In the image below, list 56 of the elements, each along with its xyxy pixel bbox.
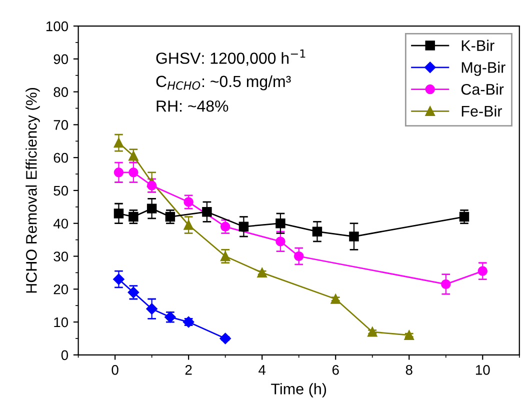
x-tick-label: 6 [332, 364, 339, 375]
x-tick-label: 0 [112, 364, 118, 375]
y-tick-label: 70 [54, 120, 68, 130]
x-tick-label: 8 [406, 364, 412, 375]
point [128, 151, 138, 161]
point [238, 222, 249, 232]
annotation: GHSV: 1200,000 h$^{−1}$ [156, 49, 306, 66]
point [202, 206, 212, 217]
point [220, 332, 231, 344]
y-tick-label: 0 [61, 350, 68, 360]
y-tick-label: 40 [53, 218, 68, 229]
point [257, 268, 267, 278]
x-tick-label: 4 [258, 365, 266, 375]
y-tick-label: 100 [46, 21, 68, 32]
point [441, 279, 451, 290]
y-tick-label: 90 [54, 54, 68, 64]
point [330, 294, 340, 304]
point [349, 232, 359, 242]
point [114, 208, 124, 218]
legend-label: Ca-Bir [461, 84, 504, 95]
point [113, 274, 124, 285]
point [128, 212, 138, 222]
legend-label: Fe-Bir [462, 105, 502, 117]
point [294, 251, 304, 262]
point [220, 222, 230, 232]
legend-label: K-Bir [462, 40, 494, 51]
legend-label: Mg-Bir [462, 62, 506, 76]
point [368, 327, 378, 337]
point [146, 204, 157, 214]
y-tick-label: 20 [54, 284, 68, 294]
point [128, 168, 138, 178]
point [276, 236, 286, 246]
point [312, 226, 322, 236]
x-tick-label: 10 [476, 364, 490, 375]
point [165, 212, 176, 222]
point [146, 303, 158, 314]
y-tick-label: 60 [54, 152, 68, 163]
point [146, 180, 157, 190]
y-tick-label: 10 [54, 317, 68, 328]
y-tick-label: 80 [54, 87, 68, 97]
point [114, 138, 124, 148]
point [184, 197, 194, 207]
x-tick-label: 2 [185, 364, 192, 375]
point [220, 251, 230, 262]
point [114, 168, 124, 178]
y-axis-title: HCHO Removal Efficiency (%) [26, 88, 40, 293]
x-axis-title: Time (h) [271, 383, 326, 398]
point [276, 218, 286, 228]
y-tick-label: 50 [54, 186, 68, 196]
annotation: C$_{HCHO}$: ~0.5 mg/m³ [156, 75, 291, 90]
point [459, 212, 470, 222]
point [184, 220, 194, 230]
y-tick-label: 30 [54, 252, 68, 262]
point [478, 266, 488, 276]
annotation: RH: ~48% [156, 100, 228, 112]
point [404, 330, 414, 340]
